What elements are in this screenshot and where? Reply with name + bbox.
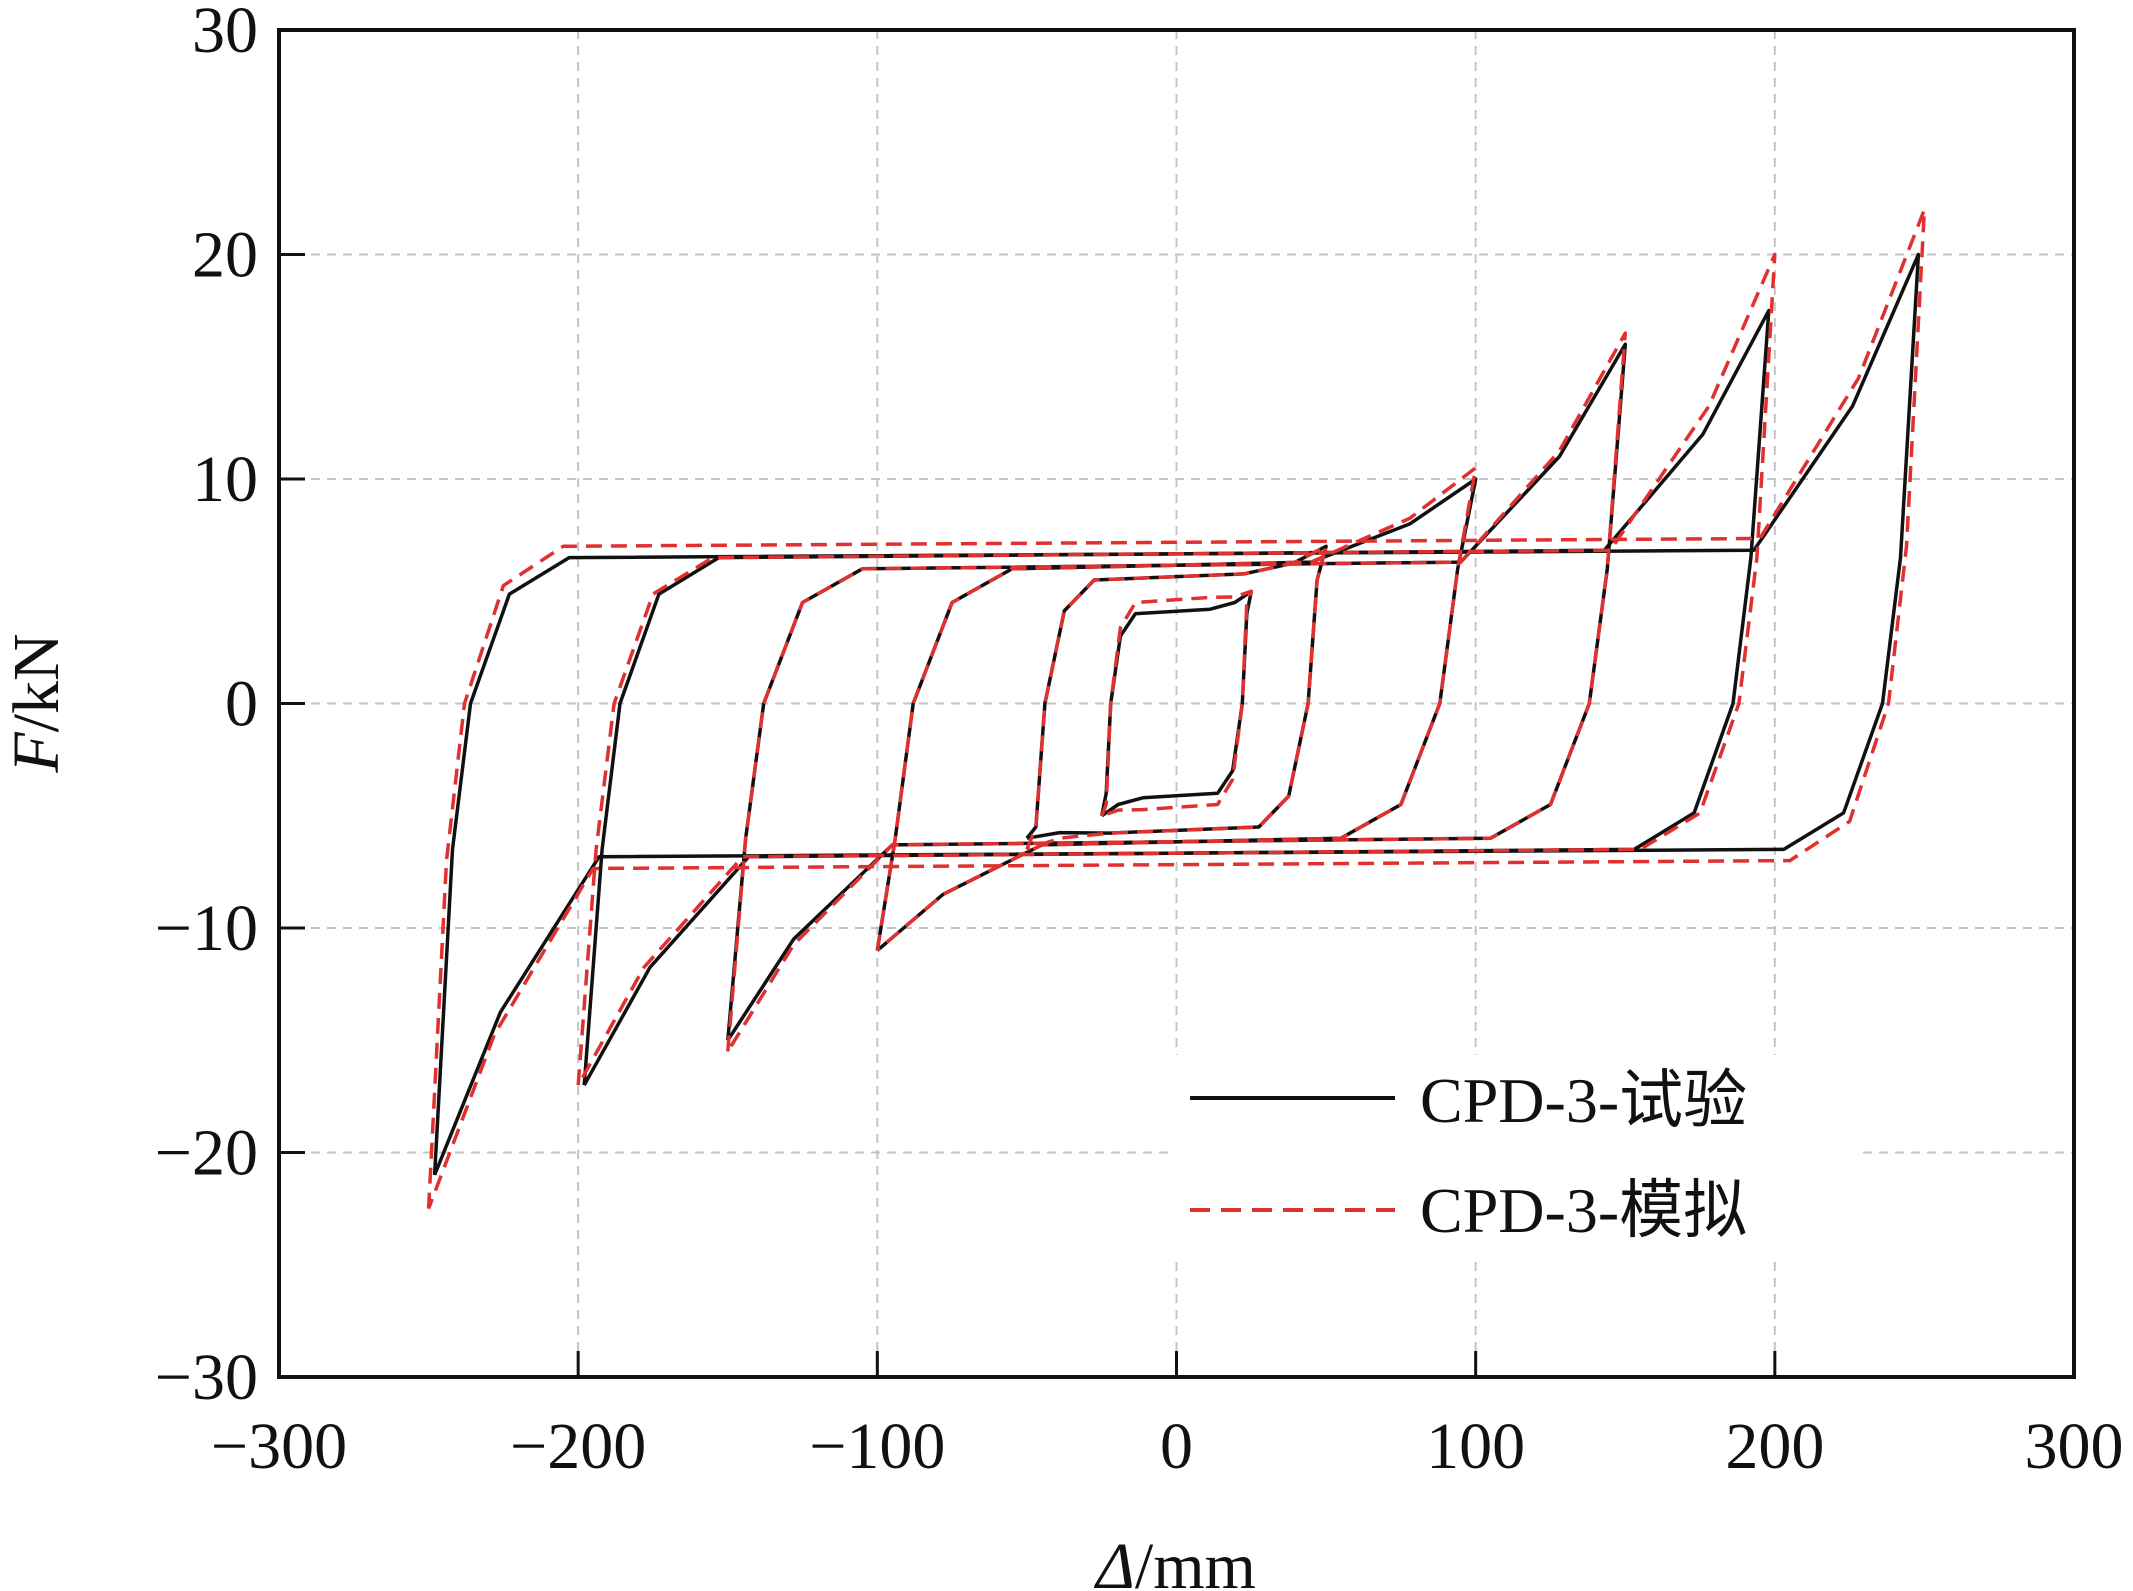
series-simulation bbox=[426, 207, 1927, 1210]
x-axis-label: Δ/mm bbox=[1093, 1530, 1256, 1591]
hysteresis-loop bbox=[576, 252, 1777, 1087]
hysteresis-loop bbox=[726, 331, 1628, 1053]
legend-background bbox=[1170, 1055, 1860, 1260]
legend: CPD-3-试验 CPD-3-模拟 bbox=[1170, 1055, 1860, 1260]
y-axis-label: F/kN bbox=[0, 633, 73, 773]
x-tick-label: 0 bbox=[1160, 1410, 1193, 1483]
x-tick-label: 300 bbox=[2025, 1410, 2124, 1483]
hysteresis-loop bbox=[426, 207, 1927, 1210]
series-test bbox=[432, 252, 1921, 1176]
y-tick-label: −30 bbox=[155, 1341, 258, 1414]
legend-label-test: CPD-3-试验 bbox=[1420, 1065, 1747, 1136]
hysteresis-loop bbox=[1100, 589, 1254, 818]
y-tick-label: 0 bbox=[225, 668, 258, 741]
hysteresis-loop bbox=[1025, 544, 1328, 852]
hysteresis-loop bbox=[432, 252, 1921, 1176]
y-tick-label: −20 bbox=[155, 1117, 258, 1190]
x-tick-label: −200 bbox=[510, 1410, 646, 1483]
x-tick-label: −100 bbox=[809, 1410, 945, 1483]
legend-label-sim: CPD-3-模拟 bbox=[1420, 1175, 1747, 1246]
y-tick-label: 30 bbox=[192, 0, 258, 67]
x-tick-label: −300 bbox=[211, 1410, 347, 1483]
y-tick-label: 20 bbox=[192, 219, 258, 292]
y-tick-label: 10 bbox=[192, 443, 258, 516]
y-tick-label: −10 bbox=[155, 892, 258, 965]
curves bbox=[426, 207, 1927, 1210]
x-tick-label: 200 bbox=[1725, 1410, 1824, 1483]
x-tick-label: 100 bbox=[1426, 1410, 1525, 1483]
